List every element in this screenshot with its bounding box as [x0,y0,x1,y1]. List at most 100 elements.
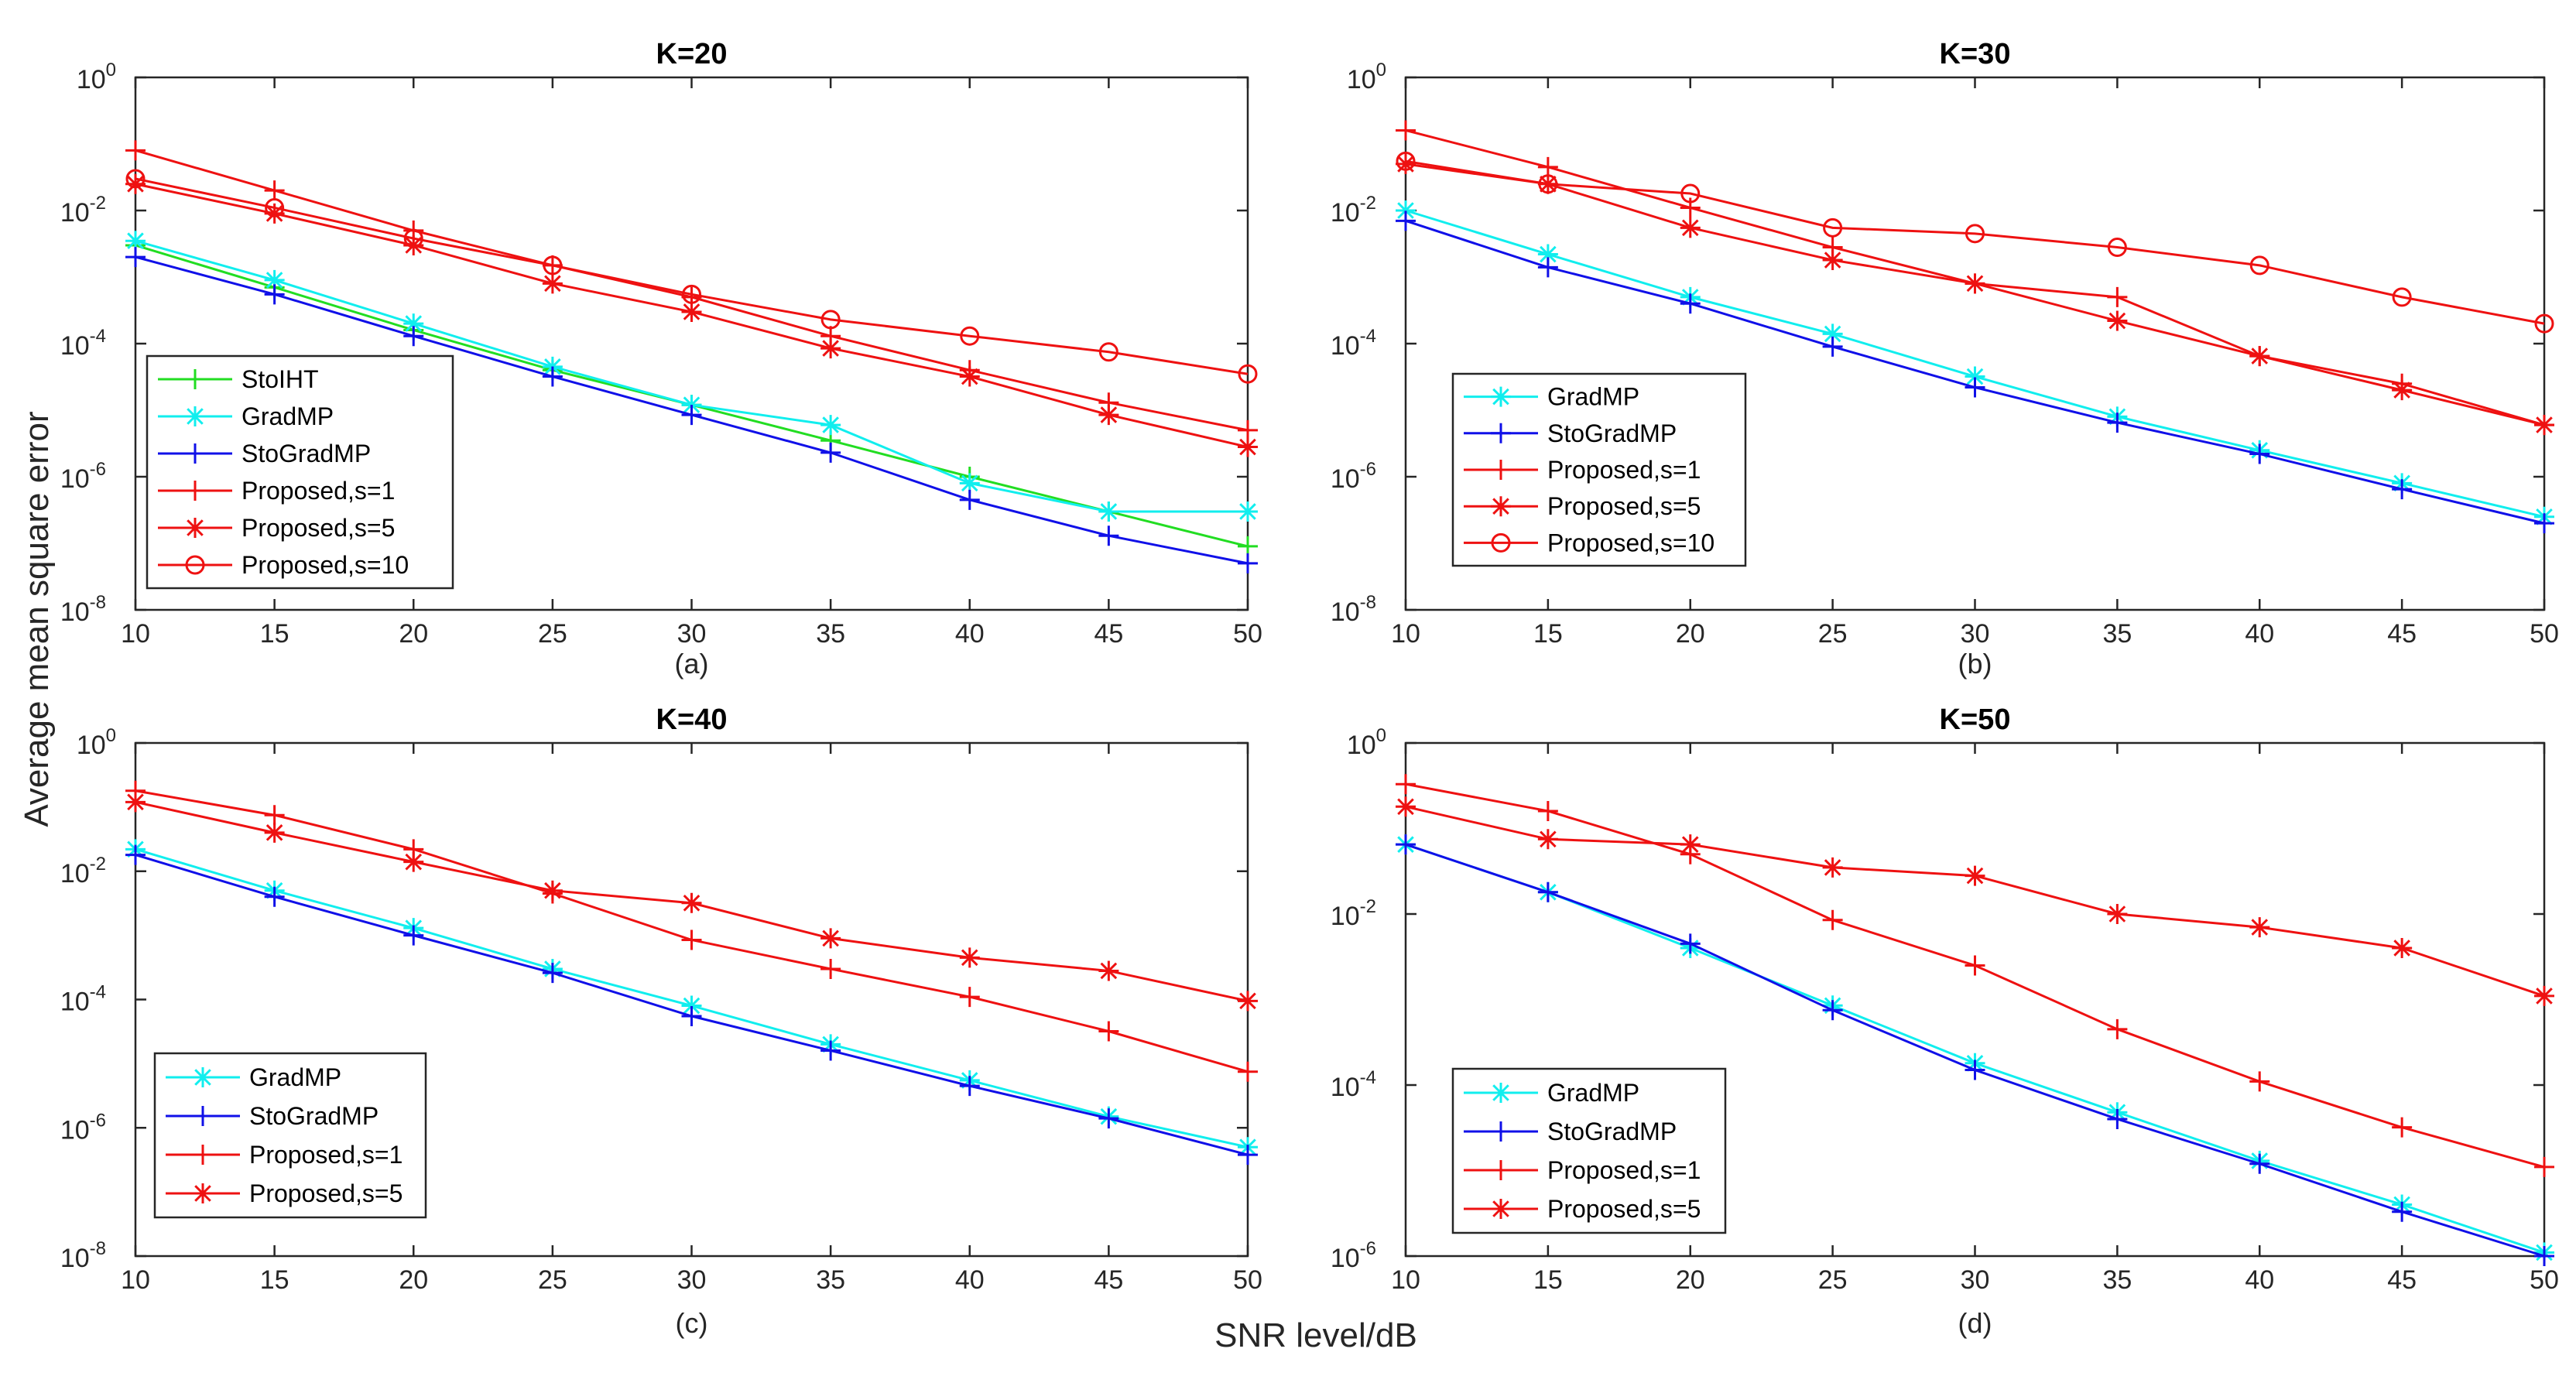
legend-entry-proposed-s-1: Proposed,s=1 [1464,456,1701,484]
panel-b: 10 15 20 25 30 35 40 45 50 100 10-2 10-4 10-6 10-8 K=3… [1331,38,2559,680]
x-tick-label: 20 [1676,619,1705,649]
panel-c: 10 15 20 25 30 35 40 45 50 100 10-2 10-4 10-6 10-8 K=4… [60,703,1262,1339]
data-point [959,987,980,1008]
legend: GradMP StoGradMP Proposed,s=1 Proposed,s=5 P… [1451,372,1747,567]
data-point [2534,415,2554,436]
data-point [2392,1201,2413,1222]
legend-label: GradMP [242,402,334,430]
data-point [2107,310,2128,331]
data-point [1822,1000,1843,1021]
legend-entry-gradmp: GradMP [1464,383,1639,411]
x-tick-label: 30 [1961,1265,1990,1295]
data-point [2534,985,2554,1006]
data-point [681,929,702,950]
data-point [125,844,146,865]
x-tick-label: 15 [260,619,289,649]
x-tick-label: 50 [2530,619,2559,649]
panel-d: 10 15 20 25 30 35 40 45 50 100 10-2 10-4 10-6 K=50 (d)… [1331,703,2559,1339]
data-point [2392,1117,2413,1138]
x-tick-label: 45 [2387,1265,2417,1295]
x-tick-label: 45 [2387,619,2417,649]
data-point [681,995,702,1016]
x-tick-label: 10 [1391,619,1420,649]
data-point [1238,536,1258,556]
data-point [959,473,980,494]
panel-title: K=30 [1940,38,2011,70]
legend-marker [193,1067,213,1087]
x-tick-label: 20 [399,1265,428,1295]
x-tick-label: 35 [2102,1265,2132,1295]
shared-y-axis-label: Average mean square error [18,411,56,827]
data-point [264,822,285,843]
data-point [1098,342,1118,362]
legend-entry-proposed-s-10: Proposed,s=10 [1464,529,1714,556]
y-tick-label: 10-6 [1331,459,1376,494]
data-point [542,273,563,294]
data-point [959,366,980,387]
data-point [264,269,285,290]
y-tick-label: 10-8 [1331,592,1376,627]
data-point [820,442,841,463]
data-point [1680,197,1701,218]
legend-label: Proposed,s=1 [1547,1156,1701,1184]
legend-marker [193,1145,213,1165]
legend-marker [1491,1083,1511,1103]
legend-label: Proposed,s=5 [1547,1195,1701,1223]
series-proposed-s-5 [125,792,1258,1012]
x-tick-label: 50 [1233,619,1262,649]
y-tick-label: 100 [77,60,116,94]
series-stogradmp [125,247,1258,573]
data-point [264,180,285,201]
data-point [542,880,563,901]
legend-marker [185,518,205,538]
x-tick-label: 15 [1533,1265,1563,1295]
legend: GradMP StoGradMP Proposed,s=1 Proposed,s=5 [153,1052,427,1219]
series-stogradmp [125,844,1258,1166]
data-point [682,284,701,304]
x-tick-label: 35 [2102,619,2132,649]
data-point [542,963,563,984]
data-point [2107,904,2128,924]
x-tick-label: 15 [1533,619,1563,649]
data-point [1538,174,1558,194]
data-point [2107,286,2128,307]
data-point [264,805,285,826]
data-point [2107,1108,2128,1129]
data-point [125,247,146,268]
x-tick-label: 20 [399,619,428,649]
data-point [820,958,841,979]
y-tick-label: 100 [1347,60,1386,94]
data-point [1098,525,1119,546]
data-point [2392,287,2412,307]
x-tick-label: 45 [1094,619,1123,649]
data-point [1238,1145,1258,1166]
data-point [1965,377,1985,398]
legend-label: Proposed,s=5 [249,1179,402,1207]
series-stogradmp [1396,834,2554,1266]
data-point [959,489,980,510]
x-tick-label: 20 [1676,1265,1705,1295]
legend-label: Proposed,s=5 [242,514,395,542]
x-tick-label: 10 [121,1265,150,1295]
data-point [1238,436,1258,457]
legend-marker [193,1183,213,1203]
legend-entry-stogradmp: StoGradMP [166,1102,379,1130]
data-point [2107,413,2128,433]
y-tick-label: 10-2 [60,854,106,888]
legend-label: Proposed,s=1 [1547,456,1701,484]
panel-caption: (c) [676,1307,708,1339]
data-point [125,169,146,189]
series-line-proposed-s-10 [135,177,1249,375]
legend-label: GradMP [1547,1079,1639,1107]
data-point [2249,443,2270,464]
data-point [1537,881,1558,902]
data-point [1822,909,1843,930]
data-point [681,301,702,322]
y-tick-label: 10-4 [60,326,106,361]
x-tick-label: 35 [816,619,845,649]
y-tick-label: 10-6 [1331,1238,1376,1273]
y-tick-label: 100 [77,725,116,760]
legend-marker [1491,496,1511,517]
legend-label: Proposed,s=10 [1547,529,1714,556]
